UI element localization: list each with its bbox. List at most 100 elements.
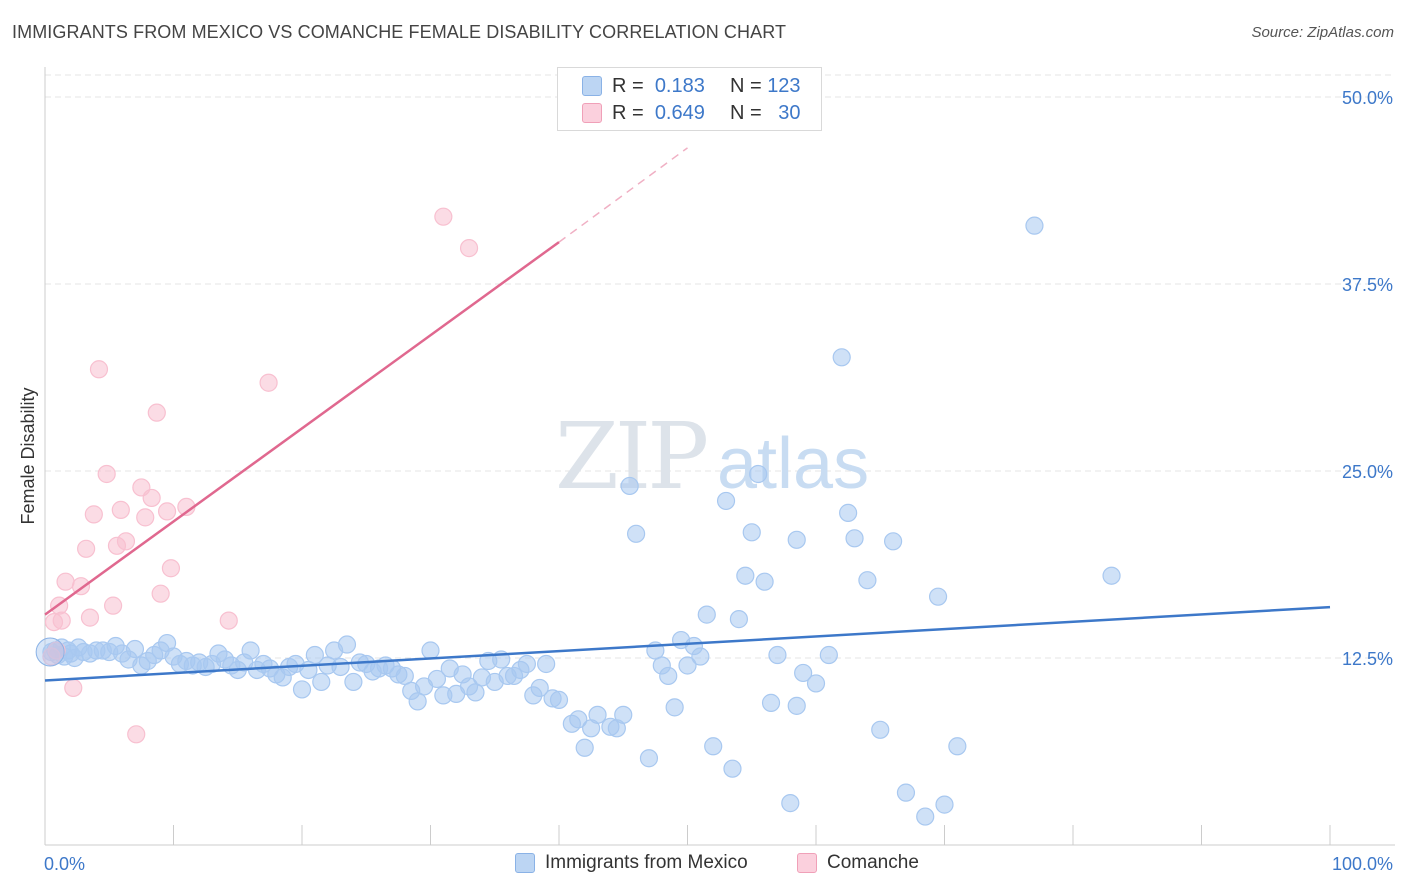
mexico-point <box>466 683 485 702</box>
legend-swatch-mexico <box>582 76 602 96</box>
mexico-point <box>639 749 659 768</box>
bottom-legend-label-comanche: Comanche <box>827 852 919 873</box>
mexico-point <box>588 705 607 724</box>
mexico-point <box>896 783 916 802</box>
comanche-point <box>136 508 155 527</box>
mexico-point <box>1025 216 1044 235</box>
mexico-point <box>928 587 948 606</box>
mexico-point <box>723 759 742 778</box>
mexico-point <box>530 678 549 698</box>
mexico-point <box>659 666 678 686</box>
mexico-point <box>549 690 569 709</box>
comanche-point <box>84 505 103 524</box>
comanche-point <box>111 500 130 519</box>
mexico-point <box>742 523 761 542</box>
mexico-point <box>858 571 877 590</box>
correlation-legend: R = 0.183 N = 123 R = 0.649 N = 30 <box>557 67 822 131</box>
comanche-point <box>147 403 166 422</box>
mexico-point <box>781 794 800 813</box>
bottom-legend-swatch-comanche <box>797 853 817 873</box>
bottom-legend-label-mexico: Immigrants from Mexico <box>545 852 748 873</box>
mexico-point <box>241 641 260 660</box>
mexico-point <box>620 476 639 496</box>
comanche-point <box>459 238 479 258</box>
comanche-point <box>97 464 116 484</box>
y-tick-label: 12.5% <box>1342 649 1393 669</box>
mexico-trend-line <box>44 605 1331 682</box>
y-axis-label: Female Disability <box>18 387 38 524</box>
legend-n-label: N = <box>729 101 762 124</box>
comanche-point <box>219 611 238 630</box>
legend-row-comanche: R = 0.649 N = 30 <box>582 101 801 125</box>
comanche-point <box>64 678 83 698</box>
comanche-point <box>259 373 278 392</box>
mexico-point <box>337 635 357 654</box>
mexico-point <box>704 737 723 756</box>
bottom-legend-comanche: Comanche <box>797 852 919 874</box>
comanche-point <box>116 532 136 551</box>
mexico-point <box>626 524 646 543</box>
mexico-point <box>305 645 324 665</box>
mexico-point <box>517 654 536 674</box>
mexico-point <box>408 692 427 711</box>
y-tick-label: 25.0% <box>1342 462 1393 482</box>
legend-n-value: 30 <box>778 101 801 124</box>
trend-lines <box>44 147 1331 682</box>
comanche-point <box>157 502 177 521</box>
comanche-point <box>47 641 66 660</box>
mexico-point <box>794 663 813 683</box>
mexico-point <box>665 698 684 717</box>
watermark-atlas: atlas <box>717 424 869 504</box>
mexico-point <box>1102 566 1121 585</box>
comanche-point <box>434 207 453 226</box>
comanche-point <box>104 596 123 615</box>
mexico-point <box>768 645 787 665</box>
mexico-point <box>716 491 736 511</box>
watermark: ZIP atlas <box>555 403 869 510</box>
mexico-point <box>697 605 716 624</box>
legend-n-value: 123 <box>767 74 801 97</box>
mexico-point <box>948 737 967 756</box>
mexico-point <box>845 529 864 548</box>
chart-title: IMMIGRANTS FROM MEXICO VS COMANCHE FEMAL… <box>12 22 787 42</box>
comanche-point <box>89 360 109 379</box>
legend-r-label: R = <box>612 74 644 97</box>
axes <box>44 67 1395 846</box>
mexico-point <box>736 566 755 585</box>
mexico-point <box>871 720 890 739</box>
comanche-point <box>127 725 146 744</box>
grid-lines <box>45 74 1395 659</box>
mexico-point <box>312 672 331 692</box>
comanche-trend-line <box>44 241 560 616</box>
mexico-point <box>678 656 697 675</box>
mexico-point <box>935 795 954 814</box>
mexico-point <box>819 645 838 665</box>
x-tick-label: 0.0% <box>44 854 85 874</box>
legend-r-value: 0.649 <box>654 101 705 124</box>
comanche-point <box>142 488 161 508</box>
mexico-point <box>427 669 447 689</box>
comanche-point <box>56 572 75 591</box>
mexico-point <box>729 610 749 629</box>
legend-r-value: 0.183 <box>654 74 705 97</box>
mexico-point <box>761 693 781 712</box>
legend-r-label: R = <box>612 101 644 124</box>
x-tick-label: 100.0% <box>1332 854 1393 874</box>
mexico-point <box>916 807 935 826</box>
comanche-point <box>80 608 100 627</box>
mexico-point <box>569 710 588 729</box>
legend-swatch-comanche <box>582 103 602 123</box>
mexico-point <box>331 657 350 677</box>
comanche-point <box>161 559 181 578</box>
mexico-point <box>755 572 774 591</box>
bottom-legend-swatch-mexico <box>515 853 535 873</box>
mexico-point-cluster <box>35 637 65 667</box>
mexico-point <box>125 639 145 659</box>
mexico-point <box>395 666 414 686</box>
mexico-point <box>883 532 903 551</box>
mexico-point <box>691 647 710 666</box>
comanche-point <box>151 584 170 603</box>
legend-row-mexico: R = 0.183 N = 123 <box>582 74 801 98</box>
mexico-point <box>421 641 440 660</box>
mexico-point <box>537 654 556 674</box>
